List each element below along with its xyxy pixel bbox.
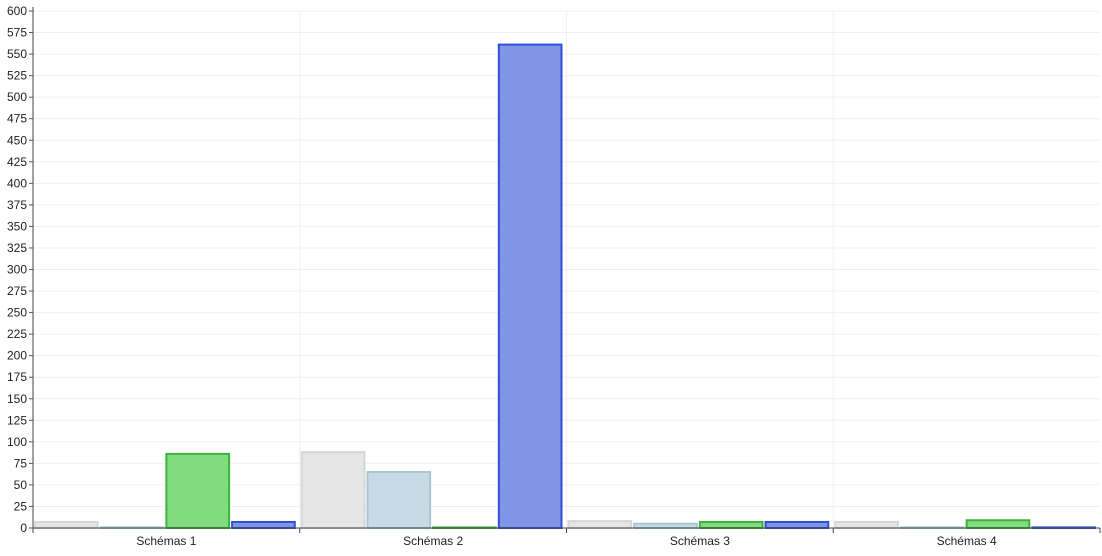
y-tick-label: 200 (7, 349, 27, 363)
x-tick-label: Schémas 3 (670, 534, 730, 548)
bar (165, 452, 231, 529)
y-tick-label: 400 (7, 176, 27, 190)
bar (764, 520, 830, 529)
bar (366, 470, 432, 530)
x-tick-label: Schémas 1 (136, 534, 196, 548)
y-tick-label: 50 (14, 478, 28, 492)
y-tick-label: 550 (7, 47, 27, 61)
bar (34, 520, 99, 529)
bar (965, 519, 1031, 529)
grid-lines (33, 10, 1100, 528)
y-tick-label: 75 (14, 456, 28, 470)
y-tick-label: 350 (7, 219, 27, 233)
y-tick-label: 175 (7, 370, 27, 384)
bar (567, 520, 633, 530)
y-axis-ticks: 0 25 50 75 100 125 150 175 200 225 250 275 300 325 350… (7, 4, 33, 535)
y-tick-label: 500 (7, 90, 27, 104)
y-tick-label: 250 (7, 306, 27, 320)
y-tick-label: 100 (7, 435, 27, 449)
y-tick-label: 325 (7, 241, 27, 255)
x-tick-label: Schémas 4 (937, 534, 997, 548)
bar (834, 520, 899, 529)
bar (231, 520, 296, 529)
bars (34, 43, 1096, 530)
y-tick-label: 575 (7, 26, 27, 40)
y-tick-label: 425 (7, 155, 27, 169)
y-tick-label: 150 (7, 392, 27, 406)
x-axis-ticks: Schémas 1 Schémas 2 Schémas 3 Schémas 4 (32, 528, 1101, 548)
y-tick-label: 0 (20, 521, 27, 535)
x-tick-label: Schémas 2 (403, 534, 463, 548)
bar (497, 43, 563, 529)
bar (698, 520, 764, 529)
y-tick-label: 525 (7, 69, 27, 83)
y-tick-label: 225 (7, 327, 27, 341)
bar (300, 451, 366, 530)
y-tick-label: 475 (7, 112, 27, 126)
bar (633, 522, 698, 529)
y-tick-label: 375 (7, 198, 27, 212)
y-tick-label: 125 (7, 413, 27, 427)
y-tick-label: 300 (7, 263, 27, 277)
y-tick-label: 600 (7, 4, 27, 18)
y-tick-label: 25 (14, 499, 28, 513)
y-tick-label: 275 (7, 284, 27, 298)
y-tick-label: 450 (7, 133, 27, 147)
